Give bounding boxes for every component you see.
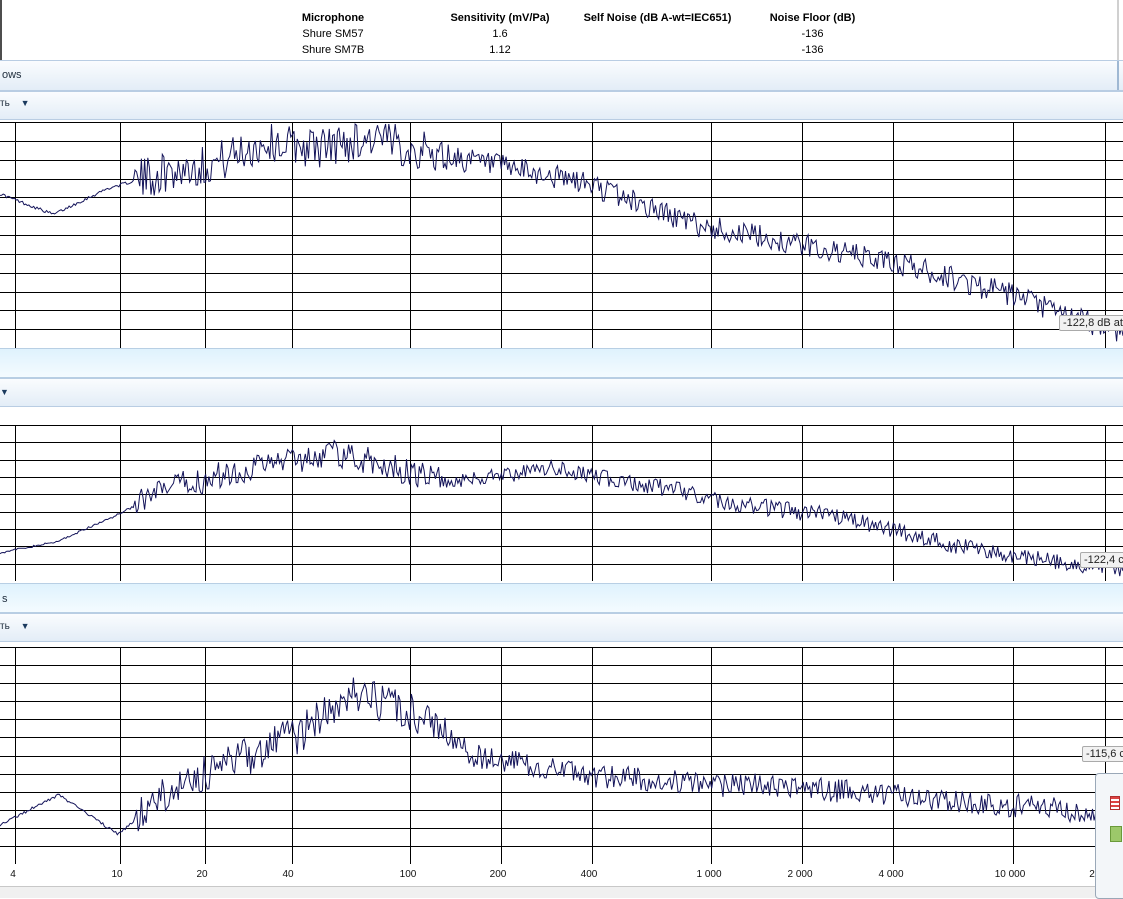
chevron-down-icon: ▼ [20, 98, 30, 108]
x-tick-label: 1 000 [696, 869, 721, 880]
header-microphone: Microphone [301, 12, 365, 24]
panel3-toolbar: ть ▼ [0, 613, 1123, 642]
x-tick-label: 2 000 [787, 869, 812, 880]
spectrum-plot-2-svg [0, 425, 1123, 581]
spectrum-plot-2[interactable]: -122,4 c [0, 425, 1123, 581]
spectrum-plot-3[interactable]: -115,6 c [0, 647, 1123, 864]
plot1-ruler-strip [0, 348, 1123, 378]
plot2-ruler-strip: s [0, 583, 1123, 613]
x-tick-label: 400 [581, 869, 598, 880]
spectrum-plot-3-svg [0, 647, 1123, 864]
document-icon [1110, 796, 1120, 810]
x-tick-label: 40 [282, 869, 294, 880]
app-icon [1110, 826, 1122, 842]
cell-mic-2: Shure SM7B [301, 44, 365, 56]
cell-floor-1: -136 [801, 28, 824, 40]
panel1-title: ows [2, 69, 22, 81]
plot1-readout: -122,8 dB at [1059, 315, 1123, 331]
panel3-title: s [2, 593, 8, 605]
x-tick-label: 10 000 [995, 869, 1026, 880]
panel3-dropdown-label: ть [0, 621, 10, 632]
chevron-down-icon[interactable]: ▼ [0, 387, 9, 397]
frequency-axis-svg: 4 10 20 40 100 200 400 1 000 2 000 4 000 10 000 2 [10, 869, 1095, 880]
panel2-toolbar: ▼ [0, 378, 1123, 407]
spectrum-plot-1-svg [0, 122, 1123, 348]
panel1-title-bar: ows [0, 60, 1123, 91]
header-noise-floor: Noise Floor (dB) [769, 12, 856, 24]
cell-sens-1: 1.6 [492, 28, 508, 40]
x-tick-label: 4 000 [878, 869, 903, 880]
x-tick-label: 20 [196, 869, 208, 880]
table-right-border [1117, 0, 1119, 60]
x-tick-label: 200 [490, 869, 507, 880]
plot2-readout: -122,4 c [1080, 552, 1123, 568]
frequency-axis: 4 10 20 40 100 200 400 1 000 2 000 4 000 10 000 2 [0, 864, 1123, 886]
panel3-dropdown[interactable]: ть ▼ [0, 621, 30, 632]
chevron-down-icon: ▼ [20, 621, 30, 631]
cell-floor-2: -136 [801, 44, 824, 56]
plot3-readout: -115,6 c [1082, 746, 1123, 762]
header-sensitivity: Sensitivity (mV/Pa) [450, 12, 550, 24]
microphone-table: Microphone Sensitivity (mV/Pa) Self Nois… [0, 0, 1123, 60]
panel1-dropdown-label: ть [0, 98, 10, 109]
spectrum-trace [0, 439, 1123, 577]
panel1-dropdown[interactable]: ть ▼ [0, 98, 30, 109]
x-tick-label: 2 [1089, 869, 1095, 880]
spectrum-plot-1[interactable]: -122,8 dB at [0, 122, 1123, 348]
spectrum-trace [0, 677, 1123, 836]
x-tick-label: 10 [111, 869, 123, 880]
cell-mic-1: Shure SM57 [302, 28, 364, 40]
header-self-noise: Self Noise (dB A-wt=IEC651) [583, 12, 732, 24]
title-bar-edge [1117, 61, 1119, 90]
window-bottom-edge [0, 886, 1123, 898]
table-left-border [0, 0, 2, 60]
cell-sens-2: 1.12 [489, 44, 511, 56]
panel1-toolbar: ть ▼ [0, 91, 1123, 120]
overlapping-window[interactable] [1095, 773, 1123, 899]
x-tick-label: 4 [10, 869, 16, 880]
spectrum-trace [0, 122, 1123, 342]
x-tick-label: 100 [400, 869, 417, 880]
